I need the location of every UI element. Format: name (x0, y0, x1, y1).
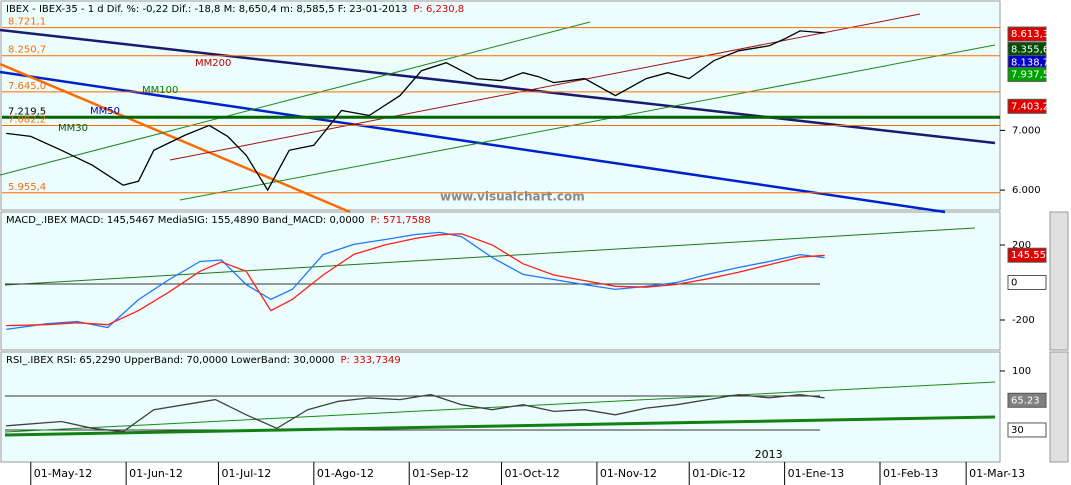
value-box: 65.23 (1007, 392, 1047, 408)
x-tick-label: 01-May-12 (34, 467, 92, 480)
level-label: 5.955,4 (8, 182, 46, 193)
x-tick-label: 01-Sep-12 (412, 467, 469, 480)
ma-label: MM200 (195, 58, 231, 69)
level-label: 7.219,5 (8, 106, 46, 117)
trend-line (4, 415, 996, 437)
y-tick-label: -200 (1012, 315, 1035, 326)
header-text: RSI_.IBEX RSI: 65,2290 UpperBand: 70,000… (6, 355, 334, 366)
value-box: 8.355,6 (1007, 41, 1049, 57)
watermark: www.visualchart.com (440, 190, 585, 204)
y-tick-label: 7.000 (1012, 125, 1041, 136)
trend-line (0, 70, 946, 214)
value-box: 8.613,3 (1007, 26, 1049, 42)
y-tick-label: 100 (1012, 366, 1031, 377)
trend-line (169, 13, 921, 161)
header-p: P: 333,7349 (340, 355, 400, 366)
panel-header: MACD_.IBEX MACD: 145,5467 MediaSIG: 155,… (6, 215, 431, 226)
price-line (6, 393, 825, 433)
y-tick-label: 6.000 (1012, 185, 1041, 196)
year-label: 2013 (755, 448, 783, 461)
value-box: 145.55 (1007, 247, 1047, 263)
ma-label: MM50 (90, 106, 120, 117)
x-tick-label: 01-Feb-13 (883, 467, 938, 480)
header-p: P: 571,7588 (370, 215, 430, 226)
ma-label: MM100 (142, 85, 178, 96)
header-text: IBEX - IBEX-35 - 1 d Dif. %: -0,22 Dif.:… (6, 4, 407, 15)
y-tick-label: 200 (1012, 240, 1031, 251)
value-box: 7.403,2 (1007, 98, 1049, 114)
level-label: 7.082,2 (8, 114, 46, 125)
header-p: P: 6,230,8 (413, 4, 464, 15)
x-tick-label: 01-Jun-12 (129, 467, 183, 480)
value-box-label: 65.23 (1011, 395, 1040, 406)
x-tick-label: 01-Ago-12 (317, 467, 374, 480)
price-line (6, 30, 825, 192)
value-box: 7.937,5 (1007, 66, 1049, 82)
value-box-label: 7.937,5 (1011, 69, 1049, 80)
price-panel (0, 0, 1001, 211)
value-box-label: 30 (1011, 425, 1024, 436)
panel-header: IBEX - IBEX-35 - 1 d Dif. %: -0,22 Dif.:… (6, 4, 464, 15)
value-box: 0 (1007, 275, 1047, 290)
value-box-bg (1007, 275, 1047, 290)
series-line (6, 231, 825, 331)
x-tick-label: 01-Ene-13 (788, 467, 845, 480)
level-label: 7.645,0 (8, 81, 46, 92)
scroll-column[interactable] (1049, 211, 1069, 351)
value-box-bg (1007, 422, 1047, 438)
value-box-bg (1007, 247, 1047, 263)
macd-panel (0, 211, 1001, 351)
x-tick-label: 01-Oct-12 (505, 467, 560, 480)
header-text: MACD_.IBEX MACD: 145,5467 MediaSIG: 155,… (6, 215, 364, 226)
panel-header: RSI_.IBEX RSI: 65,2290 UpperBand: 70,000… (6, 355, 401, 366)
trend-line (0, 21, 591, 176)
level-label: 8.250,7 (8, 45, 46, 56)
value-box-label: 8.355,6 (1011, 44, 1049, 55)
x-tick-label: 01-Mar-13 (969, 467, 1025, 480)
value-box-bg (1007, 26, 1047, 42)
ma-label: MM30 (58, 123, 88, 134)
level-label: 8.721,1 (8, 17, 46, 28)
trend-line (0, 62, 351, 214)
value-box-label: 7.403,2 (1011, 101, 1049, 112)
trend-line (4, 381, 996, 433)
trend-line (179, 44, 996, 201)
value-box-label: 0 (1011, 278, 1017, 289)
value-box-label: 8.138,7 (1011, 57, 1049, 68)
value-box-label: 8.613,3 (1011, 29, 1049, 40)
value-box: 30 (1007, 422, 1047, 438)
x-tick-label: 01-Dic-12 (692, 467, 746, 480)
series-line (6, 233, 825, 327)
trend-line (0, 28, 996, 145)
value-box-bg (1007, 98, 1047, 114)
scroll-column[interactable] (1049, 351, 1069, 463)
x-tick-label: 01-Jul-12 (221, 467, 271, 480)
value-box-bg (1007, 66, 1047, 82)
value-box-bg (1007, 392, 1047, 408)
value-box-label: 145.55 (1011, 250, 1046, 261)
x-tick-label: 01-Nov-12 (600, 467, 657, 480)
